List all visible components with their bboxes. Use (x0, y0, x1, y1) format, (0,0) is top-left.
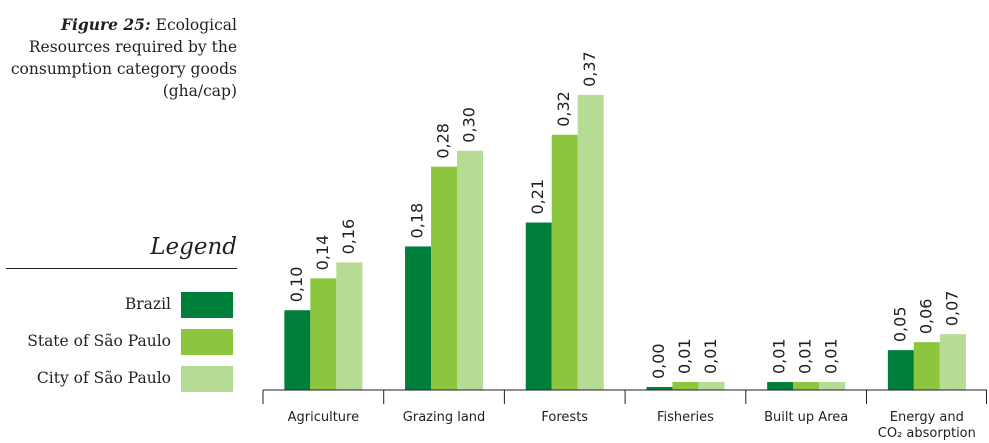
bar (646, 387, 673, 390)
data-label: 0,07 (942, 291, 961, 327)
legend-item-state-sao-paulo: State of São Paulo (0, 329, 233, 355)
bar (457, 150, 484, 390)
x-tick-label: Built up Area (764, 410, 848, 425)
data-label: 0,18 (408, 203, 427, 239)
x-tick-label: CO₂ absorption (878, 426, 976, 441)
bar (819, 382, 846, 390)
bar (767, 382, 794, 390)
data-label: 0,32 (554, 91, 573, 127)
data-label: 0,14 (313, 235, 332, 271)
legend-label: State of São Paulo (27, 332, 171, 350)
x-tick-label: Fisheries (657, 410, 714, 425)
legend-item-city-sao-paulo: City of São Paulo (0, 366, 233, 392)
bar (887, 350, 914, 390)
data-label: 0,01 (796, 338, 815, 374)
x-tick-label: Agriculture (288, 410, 360, 425)
data-label: 0,37 (580, 51, 599, 87)
legend-label: Brazil (124, 295, 171, 313)
bar (284, 310, 311, 390)
bar (525, 222, 552, 390)
legend-divider (6, 268, 237, 269)
bar (405, 246, 432, 390)
data-label: 0,28 (434, 123, 453, 159)
legend-swatch (181, 366, 233, 392)
bar (913, 342, 940, 390)
data-label: 0,01 (822, 338, 841, 374)
bar (310, 278, 337, 390)
figure-number: Figure 25: (60, 15, 151, 34)
data-label: 0,06 (916, 299, 935, 335)
bar (431, 166, 458, 390)
legend-item-brazil: Brazil (0, 292, 233, 318)
bar (336, 262, 363, 390)
bar (551, 134, 578, 390)
bar (698, 382, 725, 390)
bar (672, 382, 699, 390)
legend-swatch (181, 292, 233, 318)
legend-label: City of São Paulo (36, 369, 171, 387)
legend-swatch (181, 329, 233, 355)
figure-caption: Figure 25: Ecological Resources required… (10, 14, 237, 102)
data-label: 0,01 (770, 338, 789, 374)
x-tick-label: Energy and (890, 410, 964, 425)
legend-title: Legend (150, 234, 237, 260)
data-label: 0,00 (649, 343, 668, 379)
bar (793, 382, 820, 390)
data-label: 0,05 (890, 306, 909, 342)
data-label: 0,01 (675, 338, 694, 374)
data-label: 0,01 (701, 338, 720, 374)
figure-title: Ecological Resources required by the con… (10, 16, 237, 100)
data-label: 0,21 (528, 179, 547, 215)
data-label: 0,16 (339, 219, 358, 255)
data-label: 0,30 (460, 107, 479, 143)
x-tick-label: Grazing land (403, 410, 486, 425)
bar (577, 94, 604, 390)
data-label: 0,10 (287, 267, 306, 303)
x-tick-label: Forests (541, 410, 588, 425)
bar (939, 334, 966, 390)
